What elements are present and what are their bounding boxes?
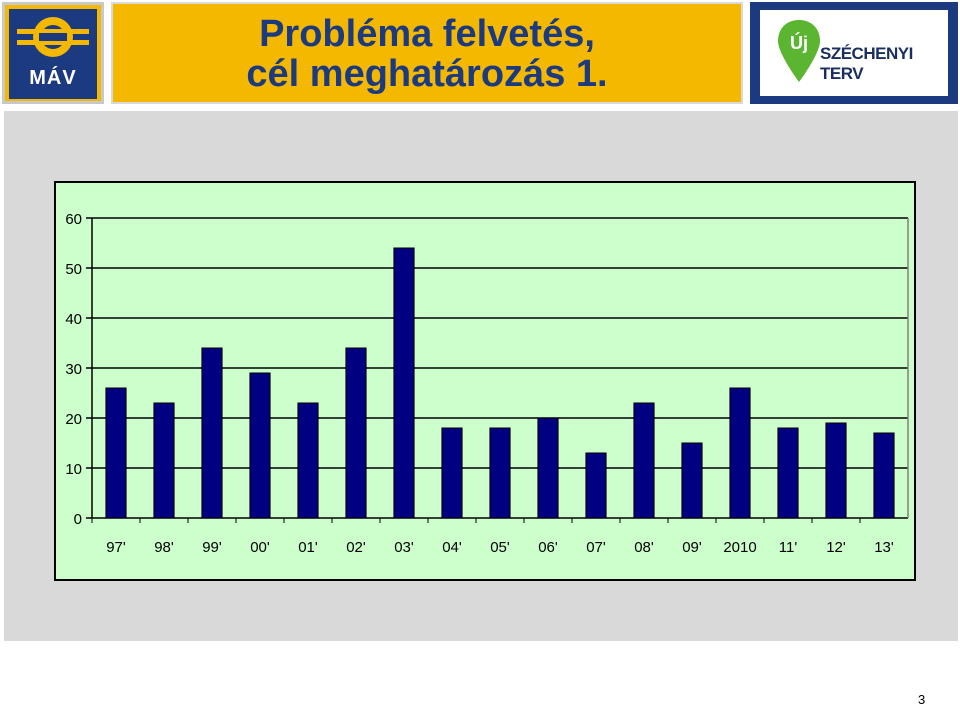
szechenyi-logo-text: SZÉCHENYI TERV [820,44,913,83]
mav-logo-inner: MÁV [9,9,97,99]
bar [777,427,799,519]
x-tick-label: 99' [202,539,222,556]
y-tick-label: 10 [65,461,82,478]
x-tick-label: 01' [298,539,318,556]
plot-area: 0 10 20 30 40 50 60 97' 98' 99' 00' 01' 02' 03' 04' 05'… [54,181,916,581]
bar [633,402,655,519]
szechenyi-pin-text: Új [790,32,808,53]
y-tick-label: 40 [65,311,82,328]
x-tick-label: 02' [346,539,366,556]
bar [153,402,175,519]
y-tick-label: 30 [65,361,82,378]
page-title: Probléma felvetés, cél meghatározás 1. [113,14,741,94]
x-tick-label: 97' [106,539,126,556]
x-tick-label: 12' [826,539,846,556]
y-tick-label: 0 [74,511,82,528]
x-tick-label: 05' [490,539,510,556]
bar [729,387,751,519]
x-tick-label: 03' [394,539,414,556]
x-tick-label: 00' [250,539,270,556]
szechenyi-logo: Új SZÉCHENYI TERV [750,2,958,104]
bar [201,347,223,519]
bar [825,422,847,519]
x-tick-label: 2010 [723,539,756,556]
bar-chart: 0 10 20 30 40 50 60 97' 98' 99' 00' 01' 02' 03' 04' 05'… [65,211,909,556]
y-tick-label: 20 [65,411,82,428]
bar [537,417,559,519]
x-tick-label: 98' [154,539,174,556]
y-tick-label: 50 [65,261,82,278]
bar [681,442,703,519]
location-pin-icon: Új [778,20,820,82]
bar [249,372,271,519]
page-title-line1: Probléma felvetés, [259,13,595,55]
mav-logo-text: MÁV [29,67,77,89]
x-tick-label: 07' [586,539,606,556]
page-title-line2: cél meghatározás 1. [246,53,608,95]
y-tick-label: 60 [65,211,82,228]
x-tick-label: 13' [874,539,894,556]
mav-logo: MÁV [2,2,104,104]
x-tick-label: 06' [538,539,558,556]
x-tick-label: 08' [634,539,654,556]
bar [105,387,127,519]
bar [297,402,319,519]
bar [585,452,607,519]
bar [873,432,895,519]
chart-panel: 0 10 20 30 40 50 60 97' 98' 99' 00' 01' 02' 03' 04' 05'… [4,111,958,641]
bar [393,247,415,519]
bar [345,347,367,519]
mav-wheel-icon [17,17,89,57]
title-bar: Probléma felvetés, cél meghatározás 1. [111,2,743,104]
bar [441,427,463,519]
page-number: 3 [918,692,926,707]
bar [489,427,511,519]
x-tick-label: 04' [442,539,462,556]
szechenyi-logo-inner: Új SZÉCHENYI TERV [760,10,948,96]
x-tick-label: 11' [779,539,798,556]
x-tick-label: 09' [682,539,702,556]
